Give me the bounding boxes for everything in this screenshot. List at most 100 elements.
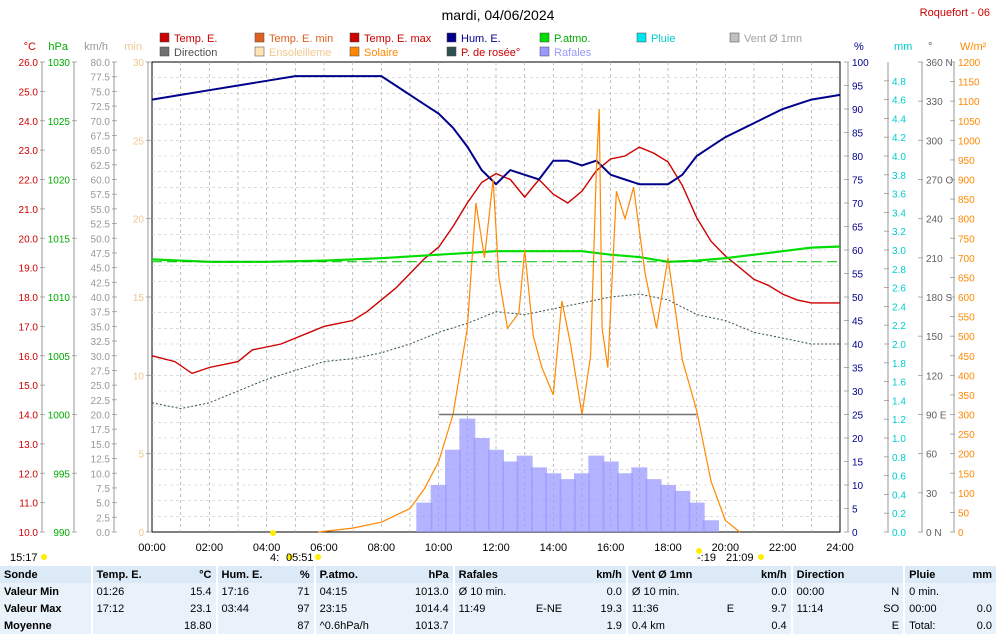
- axis-tick-label: 0.2: [892, 509, 906, 520]
- x-tick-label: 24:00: [826, 542, 854, 554]
- hdr-hum: Hum. E.: [215, 566, 286, 583]
- axis-tick-label: 27.5: [91, 366, 111, 377]
- cell: Ø 10 min.: [625, 583, 723, 600]
- axis-tick-label: 18.0: [19, 293, 39, 304]
- legend-swatch: [254, 46, 265, 57]
- cell: [90, 617, 167, 634]
- stats-header-row: Sonde Temp. E. °C Hum. E. % P.atmo. hPa …: [0, 566, 996, 583]
- x-tick-label: 06:00: [310, 542, 338, 554]
- cell: 0.0: [976, 602, 992, 615]
- x-tick-label: 20:00: [712, 542, 740, 554]
- hdr-patmo-unit: hPa: [394, 566, 454, 583]
- axis-tick-label: 15: [852, 458, 864, 469]
- axis-tick-label: 0: [138, 528, 144, 539]
- stats-row-max: Valeur Max 17:12 23.1 03:44 97 23:15 101…: [0, 600, 996, 617]
- hdr-sonde: Sonde: [0, 566, 92, 583]
- axis-tick-label: 1.6: [892, 378, 906, 389]
- axis-tick-label: 32.5: [91, 337, 111, 348]
- axis-tick-label: 10: [852, 481, 864, 492]
- gust-bar: [631, 467, 648, 532]
- cell: 00:00: [790, 583, 870, 600]
- axis-tick-label: 0.0: [96, 528, 110, 539]
- hdr-temp-unit: °C: [166, 566, 217, 583]
- legend-label: Temp. E.: [174, 33, 217, 45]
- axes: °C 26.0 25.0 24.0 23.0 22.0 21.0 20.0 19.0 18.0 17…: [19, 41, 987, 554]
- hdr-vent-unit: km/h: [743, 566, 792, 583]
- axis-unit: mm: [894, 41, 912, 53]
- hdr-pluie-unit: mm: [957, 566, 996, 583]
- series-line: [151, 146, 840, 375]
- axis-tick-label: 67.5: [91, 131, 111, 142]
- cell: Total:: [903, 617, 958, 634]
- cell: 0.4 km: [625, 617, 723, 634]
- axis-tick-label: 1010: [48, 293, 71, 304]
- legend-swatch: [349, 46, 360, 57]
- axis-tick-label: 2.6: [892, 284, 906, 295]
- gust-bar: [660, 485, 676, 532]
- stats-row-min: Valeur Min 01:26 15.4 17:16 71 04:15 101…: [0, 583, 996, 600]
- axis-tick-label: 3.4: [892, 208, 906, 219]
- axis-tick-label: 16.0: [19, 352, 39, 363]
- axis-tick-label: 1.2: [892, 415, 906, 426]
- legend-label: Direction: [174, 47, 217, 59]
- axis-tick-label: 45: [852, 317, 864, 328]
- axis-tick-label: 1005: [48, 352, 71, 363]
- axis-tick-label: 77.5: [91, 73, 111, 84]
- legend-label: Temp. E. max: [364, 33, 432, 45]
- cell: 03:44: [215, 600, 286, 617]
- hdr-vent: Vent Ø 1mn: [625, 566, 723, 583]
- axis-tick-label: 3.8: [892, 171, 906, 182]
- axis-tick-label: 150: [958, 469, 975, 480]
- axis-tick-label: 52.5: [91, 220, 111, 231]
- hdr-hum-unit: %: [285, 566, 315, 583]
- cell: 00:00: [903, 600, 958, 617]
- cell: E: [891, 619, 900, 632]
- axis-tick-label: 4.2: [892, 133, 906, 144]
- cell: ^0.6hPa/h: [313, 617, 395, 634]
- axis-tick-label: 120: [926, 371, 943, 382]
- axis-tick-label: 4.0: [892, 152, 906, 163]
- gust-bar: [473, 438, 490, 532]
- axis-tick-label: 15: [133, 293, 145, 304]
- axis-tick-label: 20: [133, 215, 145, 226]
- cell: [532, 617, 579, 634]
- cell: 0.0: [976, 619, 992, 632]
- axis-tick-label: 35: [852, 364, 864, 375]
- cell: 15.4: [190, 585, 212, 598]
- axis-tick-label: 20.0: [19, 234, 39, 245]
- axis-tick-label: 25: [852, 411, 864, 422]
- axis-tick-label: 17.0: [19, 322, 39, 333]
- gust-bar: [588, 455, 605, 532]
- axis-tick-label: 2.0: [892, 340, 906, 351]
- x-tick-label: 12:00: [482, 542, 510, 554]
- axis-tick-label: 30: [926, 489, 938, 500]
- legend-label: Rafales: [554, 47, 592, 59]
- axis-tick-label: 200: [958, 450, 975, 461]
- legend-label: Pluie: [651, 33, 675, 45]
- axis-tick-label: 30.0: [91, 352, 111, 363]
- axis-tick-label: 3.0: [892, 246, 906, 257]
- gust-bar: [574, 473, 590, 532]
- x-tick-label: 10:00: [425, 542, 453, 554]
- legend-swatch: [446, 46, 457, 57]
- axis-unit: km/h: [84, 41, 108, 53]
- gust-bar: [602, 461, 619, 532]
- cell: [790, 617, 870, 634]
- axis-tick-label: 990: [53, 528, 70, 539]
- axis-tick-label: 1000: [958, 136, 981, 147]
- axis-tick-label: 330: [926, 97, 943, 108]
- axis-tick-label: 65: [852, 223, 864, 234]
- gust-bar: [416, 502, 433, 532]
- series-line: [151, 245, 841, 263]
- gust-bar: [445, 449, 461, 532]
- axis-tick-label: 600: [958, 293, 975, 304]
- cell: SO: [883, 602, 900, 615]
- cell: 01:26: [90, 583, 167, 600]
- axis-tick-label: 22.5: [91, 396, 111, 407]
- axis-tick-label: 25: [133, 136, 145, 147]
- axis-tick-label: 5: [852, 505, 858, 516]
- axis-tick-label: 72.5: [91, 102, 111, 113]
- cell: 18.80: [183, 619, 212, 632]
- axis-tick-label: 1.4: [892, 396, 906, 407]
- gust-bar: [531, 467, 547, 532]
